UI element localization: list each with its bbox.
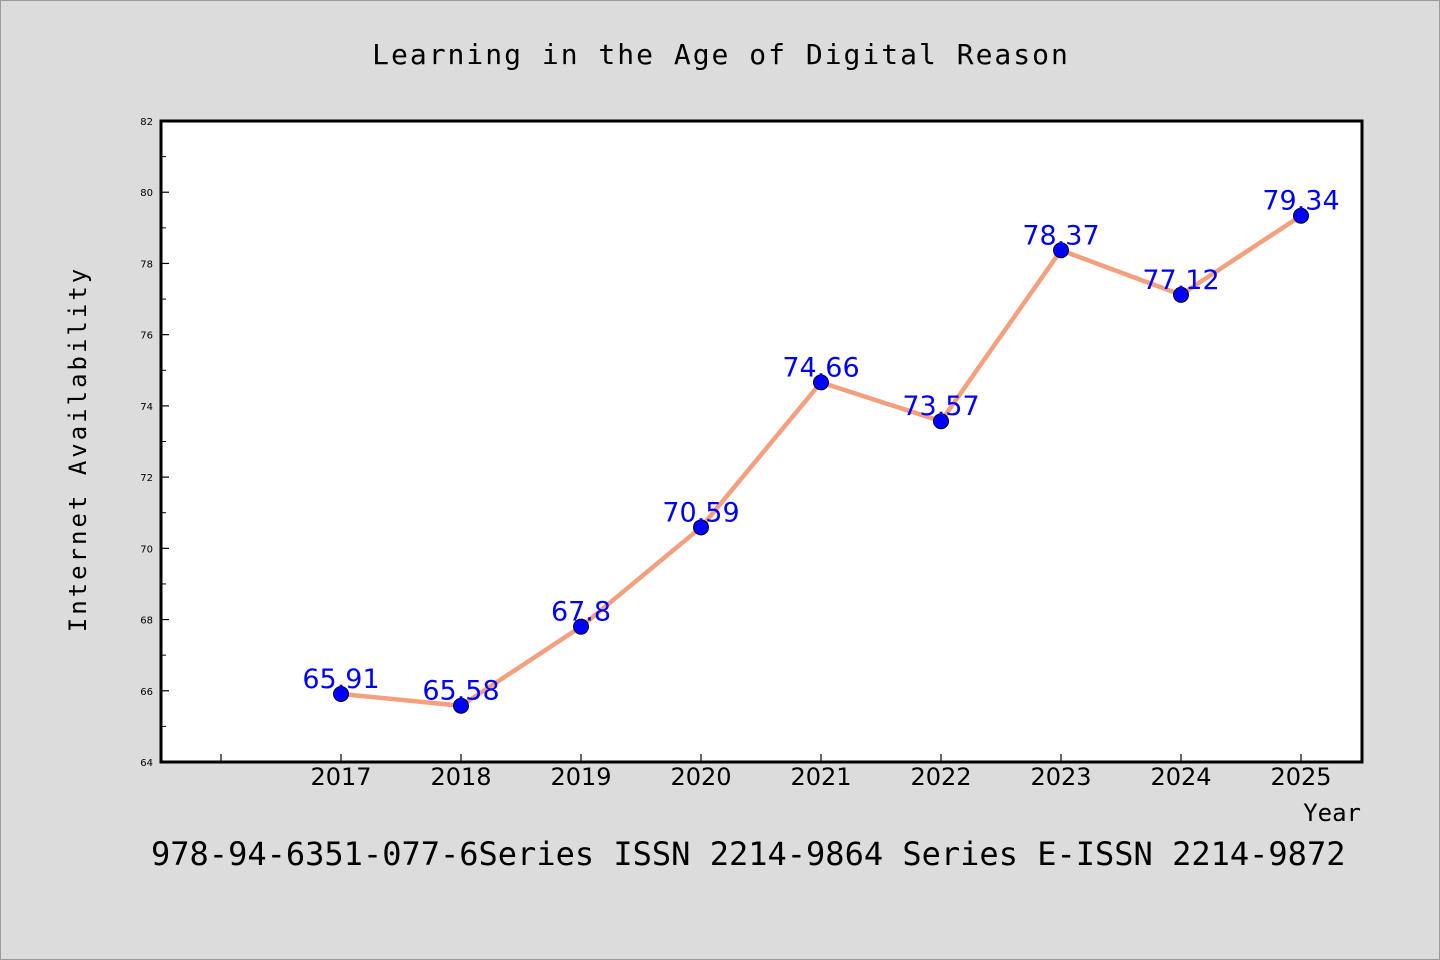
data-label: 65.91 (302, 664, 379, 695)
chart-title: Learning in the Age of Digital Reason (372, 38, 1070, 71)
plot-area (159, 119, 1364, 764)
x-axis-ticks: 2017 2018 2019 2020 2021 2022 2023 2024 2025 (220, 754, 1332, 791)
y-axis-ticks: 64 66 68 70 72 74 76 78 80 82 (140, 117, 169, 769)
data-point-marker (1053, 242, 1069, 259)
x-tick-label: 2018 (430, 763, 491, 791)
data-label: 79.34 (1262, 186, 1339, 217)
data-point-marker (1173, 286, 1189, 303)
y-tick-label: 76 (140, 331, 153, 342)
x-tick-label: 2021 (790, 763, 851, 791)
x-tick-label: 2020 (670, 763, 731, 791)
data-point-marker (693, 519, 709, 536)
data-point-marker (933, 413, 949, 430)
data-point-marker (573, 618, 589, 635)
data-label: 74.66 (782, 352, 859, 383)
data-label: 70.59 (662, 497, 739, 528)
data-label: 77.12 (1142, 265, 1219, 296)
data-point-marker (1293, 207, 1309, 224)
data-label: 65.58 (422, 676, 499, 707)
x-tick-label: 2019 (550, 763, 611, 791)
y-tick-label: 72 (140, 473, 153, 484)
y-tick-label: 80 (140, 188, 153, 199)
data-point-marker (453, 697, 469, 714)
footer-isbn-issn-text: 978-94-6351-077-6Series ISSN 2214-9864 S… (151, 835, 1345, 873)
y-tick-label: 64 (140, 758, 153, 769)
x-axis-label: Year (1303, 799, 1361, 827)
data-label: 67.8 (551, 597, 611, 628)
y-tick-label: 68 (140, 616, 153, 627)
x-tick-label: 2022 (910, 763, 971, 791)
y-tick-label: 78 (140, 259, 153, 270)
x-tick-label: 2017 (310, 763, 371, 791)
series-layer: 65.91 65.58 67.8 70.59 74.66 73.57 78.37 77.12 7… (302, 186, 1340, 714)
x-tick-label: 2024 (1150, 763, 1211, 791)
y-tick-label: 82 (140, 117, 153, 128)
y-tick-label: 70 (140, 544, 153, 555)
data-label: 78.37 (1022, 220, 1099, 251)
y-axis-label: Internet Availability (64, 266, 92, 632)
x-tick-label: 2023 (1030, 763, 1091, 791)
data-label: 73.57 (902, 391, 979, 422)
data-point-marker (333, 685, 349, 702)
y-tick-label: 74 (140, 402, 153, 413)
y-tick-label: 66 (140, 687, 153, 698)
x-tick-label: 2025 (1270, 763, 1331, 791)
data-point-marker (813, 374, 829, 391)
